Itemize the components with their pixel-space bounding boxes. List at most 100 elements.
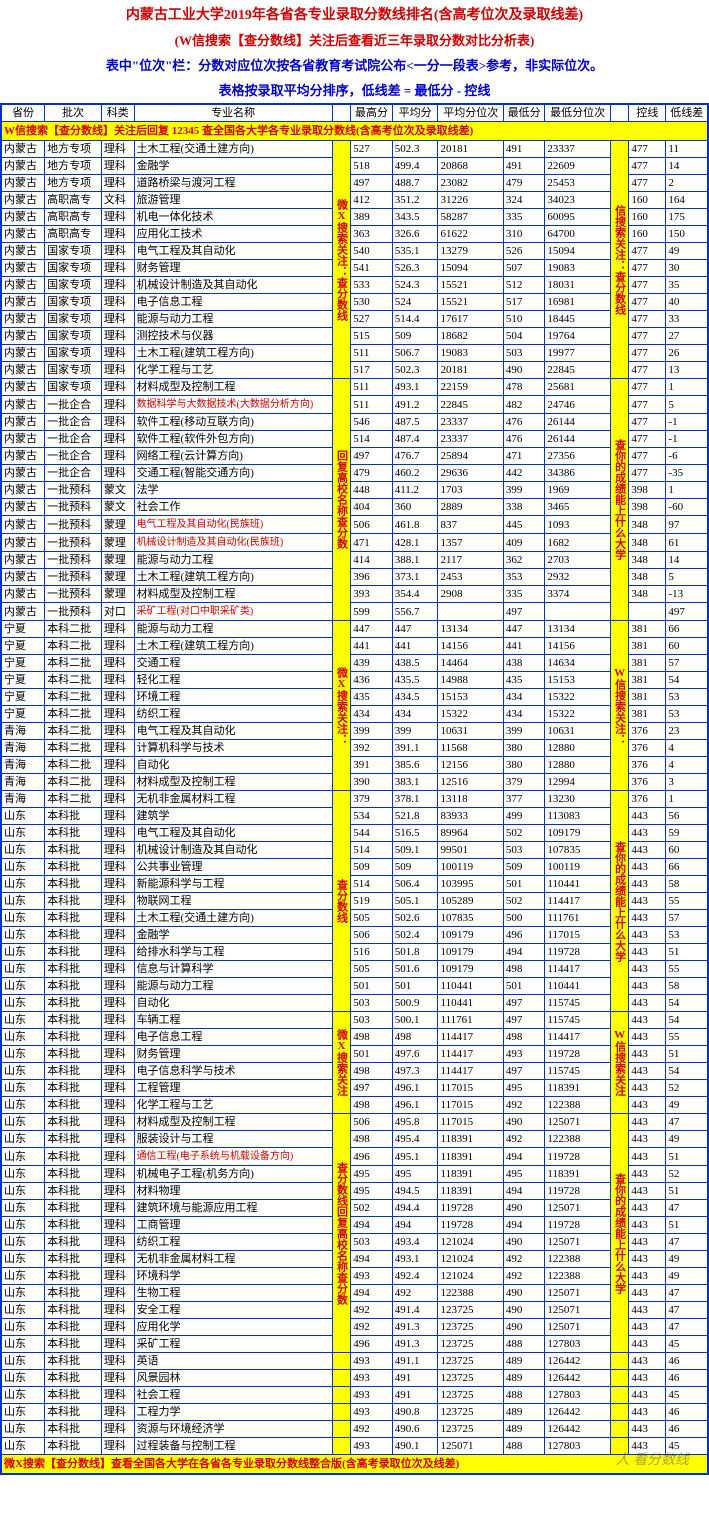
cell: 517 xyxy=(503,294,544,311)
cell: 505 xyxy=(351,910,392,927)
cell: 502.3 xyxy=(392,362,438,379)
cell: 441 xyxy=(392,638,438,655)
cell: 内蒙古 xyxy=(1,243,45,260)
cell: 19083 xyxy=(438,345,503,362)
col-header: 科类 xyxy=(101,104,134,122)
cell: 蒙文 xyxy=(101,499,134,516)
cell: 3465 xyxy=(545,499,610,516)
cell: 443 xyxy=(629,876,666,893)
cell: 理科 xyxy=(101,1336,134,1353)
cell: 山东 xyxy=(1,842,45,859)
cell: 122388 xyxy=(545,1097,610,1114)
col-header xyxy=(332,104,351,122)
cell: 110441 xyxy=(545,876,610,893)
cell: 山东 xyxy=(1,1012,45,1029)
cell: 443 xyxy=(629,1370,666,1387)
cell: 山东 xyxy=(1,1166,45,1183)
cell: 494 xyxy=(351,1217,392,1234)
cell: 理科 xyxy=(101,825,134,842)
promo-strip: 回复高校名称查分数 xyxy=(332,379,351,621)
cell: 理科 xyxy=(101,1166,134,1183)
cell: 理科 xyxy=(101,1046,134,1063)
cell: 115745 xyxy=(545,1012,610,1029)
cell: 123725 xyxy=(438,1370,503,1387)
cell: 法学 xyxy=(134,482,332,499)
cell: 国家专项 xyxy=(45,362,102,379)
cell: 生物工程 xyxy=(134,1285,332,1302)
cell: 山东 xyxy=(1,1404,45,1421)
cell: 青海 xyxy=(1,757,45,774)
cell: 给排水科学与工程 xyxy=(134,944,332,961)
table-row: 宁夏本科二批理科环境工程435434.5151534341532238153 xyxy=(1,689,708,706)
table-row: 山东本科批理科能源与动力工程50150111044150111044144358 xyxy=(1,978,708,995)
cell: 理科 xyxy=(101,774,134,791)
cell: 119728 xyxy=(545,1183,610,1200)
cell: 内蒙古 xyxy=(1,192,45,209)
cell: 509 xyxy=(351,859,392,876)
cell: 内蒙古 xyxy=(1,158,45,175)
cell: 503 xyxy=(351,995,392,1012)
cell: 58 xyxy=(666,978,708,995)
table-row: 内蒙古一批预科蒙理土木工程(建筑工程方向)396373.124533532932… xyxy=(1,569,708,586)
cell: 电气工程及其自动化(民族班) xyxy=(134,516,332,534)
cell: 494.5 xyxy=(392,1183,438,1200)
cell: 391.1 xyxy=(392,740,438,757)
cell: 492 xyxy=(503,1268,544,1285)
cell: 502.3 xyxy=(392,141,438,158)
cell: 1969 xyxy=(545,482,610,499)
cell: 837 xyxy=(438,516,503,534)
table-row: 宁夏本科二批理科轻化工程436435.5149884351515338154 xyxy=(1,672,708,689)
col-header: 最高分 xyxy=(351,104,392,122)
cell: 内蒙古 xyxy=(1,448,45,465)
cell: 109179 xyxy=(545,825,610,842)
cell: 471 xyxy=(503,448,544,465)
cell: 本科二批 xyxy=(45,774,102,791)
cell: 理科 xyxy=(101,345,134,362)
table-row: 山东本科批理科建筑环境与能源应用工程502494.411972849012507… xyxy=(1,1200,708,1217)
cell: 122388 xyxy=(545,1251,610,1268)
cell: 434 xyxy=(503,706,544,723)
cell: 541 xyxy=(351,260,392,277)
cell: 理科 xyxy=(101,1012,134,1029)
cell: 175 xyxy=(666,209,708,226)
cell: 477 xyxy=(629,141,666,158)
promo-strip: 查你的成绩能上什么大学 xyxy=(610,791,629,1012)
cell: 524 xyxy=(392,294,438,311)
table-row: 山东本科批理科信息与计算科学505501.6109179498114417443… xyxy=(1,961,708,978)
score-table: 省份批次科类专业名称最高分平均分平均分位次最低分最低分位次控线低线差 W信搜索【… xyxy=(0,103,709,1475)
cell: 测控技术与仪器 xyxy=(134,328,332,345)
cell: 398 xyxy=(629,499,666,516)
table-row: 宁夏本科二批理科土木工程(建筑工程方向)44144114156441141563… xyxy=(1,638,708,655)
cell: 490 xyxy=(503,1319,544,1336)
cell: 514 xyxy=(351,431,392,448)
cell: 55 xyxy=(666,961,708,978)
cell: 23082 xyxy=(438,175,503,192)
cell: 本科二批 xyxy=(45,638,102,655)
cell: 103995 xyxy=(438,876,503,893)
cell: 化学工程与工艺 xyxy=(134,1097,332,1114)
cell: 理科 xyxy=(101,995,134,1012)
cell: 49 xyxy=(666,1131,708,1148)
cell: 2117 xyxy=(438,552,503,569)
table-row: 内蒙古高职高专理科应用化工技术363326.661622310647001601… xyxy=(1,226,708,243)
cell: 496 xyxy=(351,1336,392,1353)
cell: 477 xyxy=(629,345,666,362)
cell: 110441 xyxy=(438,978,503,995)
table-row: 山东本科批理科物联网工程519505.110528950211441744355 xyxy=(1,893,708,910)
cell: 国家专项 xyxy=(45,311,102,328)
cell: 443 xyxy=(629,978,666,995)
cell: 内蒙古 xyxy=(1,431,45,448)
cell: 376 xyxy=(629,791,666,808)
cell: 54 xyxy=(666,995,708,1012)
cell: 青海 xyxy=(1,740,45,757)
header-line2: (W信搜索【查分数线】关注后查看近三年录取分数对比分析表) xyxy=(0,26,709,51)
cell: 488 xyxy=(503,1438,544,1455)
cell: 宁夏 xyxy=(1,706,45,723)
cell: 122388 xyxy=(545,1268,610,1285)
cell: 517 xyxy=(351,362,392,379)
cell: 公共事业管理 xyxy=(134,859,332,876)
cell: 本科批 xyxy=(45,1114,102,1131)
table-row: 山东本科批理科材料物理495494.511839149411972844351 xyxy=(1,1183,708,1200)
cell: 山东 xyxy=(1,825,45,842)
cell: 492.4 xyxy=(392,1268,438,1285)
